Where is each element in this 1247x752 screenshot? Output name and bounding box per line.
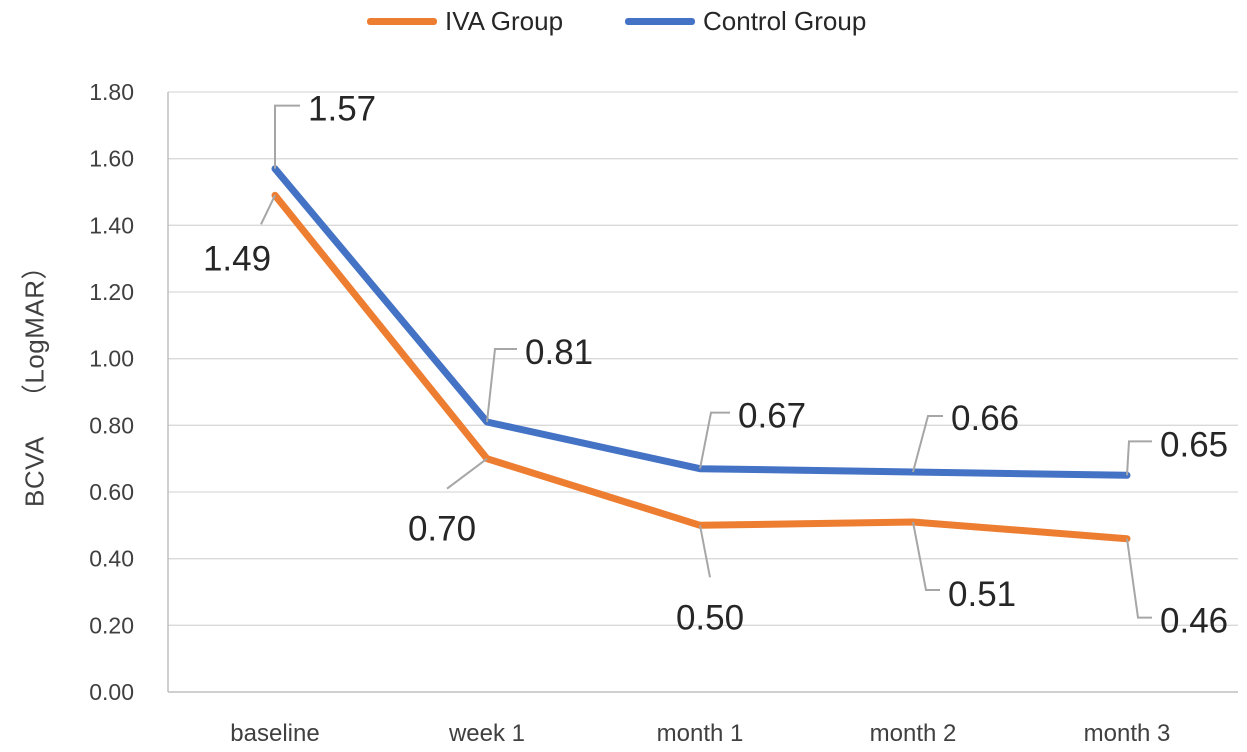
data-label-iva: 0.70: [408, 510, 476, 549]
y-tick-label: 0.40: [89, 546, 134, 572]
data-label-control: 0.66: [951, 399, 1019, 438]
x-tick-label: baseline: [230, 720, 319, 747]
y-tick-label: 0.60: [89, 479, 134, 505]
y-tick-label: 1.80: [89, 79, 134, 105]
data-label-control: 0.81: [525, 333, 593, 372]
y-tick-label: 0.80: [89, 412, 134, 438]
legend-swatch-control: [625, 17, 695, 25]
y-tick-label: 1.40: [89, 212, 134, 238]
leader-line-iva: [260, 194, 276, 225]
y-tick-label: 0.20: [89, 612, 134, 638]
y-tick-label: 1.00: [89, 346, 134, 372]
y-tick-label: 1.20: [89, 279, 134, 305]
y-tick-label: 1.60: [89, 146, 134, 172]
legend-swatch-iva: [367, 17, 437, 25]
leader-line-iva: [912, 521, 940, 591]
series-line-control: [271, 165, 1131, 479]
x-tick-label: week 1: [448, 720, 525, 747]
leader-line-control: [1126, 440, 1152, 476]
data-label-iva: 1.49: [203, 239, 271, 278]
x-tick-label: month 2: [870, 720, 957, 747]
leader-line-control: [486, 348, 517, 423]
series-line-iva: [271, 191, 1131, 543]
y-tick-label: 0.00: [89, 679, 134, 705]
leader-line-iva: [1126, 538, 1152, 619]
legend-item-iva-group[interactable]: IVA Group: [367, 2, 563, 40]
leader-line-control: [912, 415, 943, 473]
data-label-control: 1.57: [308, 90, 376, 129]
data-label-control: 0.67: [738, 397, 806, 436]
x-tick-label: month 1: [657, 720, 744, 747]
leader-line-control: [699, 411, 730, 469]
legend-item-control-group[interactable]: Control Group: [625, 2, 866, 40]
legend-label-control: Control Group: [703, 5, 867, 36]
leader-line-control: [274, 104, 300, 169]
leader-line-iva: [699, 525, 711, 578]
leader-line-iva: [446, 457, 488, 490]
data-label-iva: 0.51: [948, 575, 1016, 614]
legend-label-iva: IVA Group: [445, 5, 564, 36]
legend: IVA Group Control Group: [0, 2, 1247, 40]
data-label-iva: 0.46: [1160, 602, 1228, 641]
data-label-control: 0.65: [1160, 425, 1228, 464]
data-label-iva: 0.50: [676, 598, 744, 637]
x-tick-label: month 3: [1084, 720, 1171, 747]
